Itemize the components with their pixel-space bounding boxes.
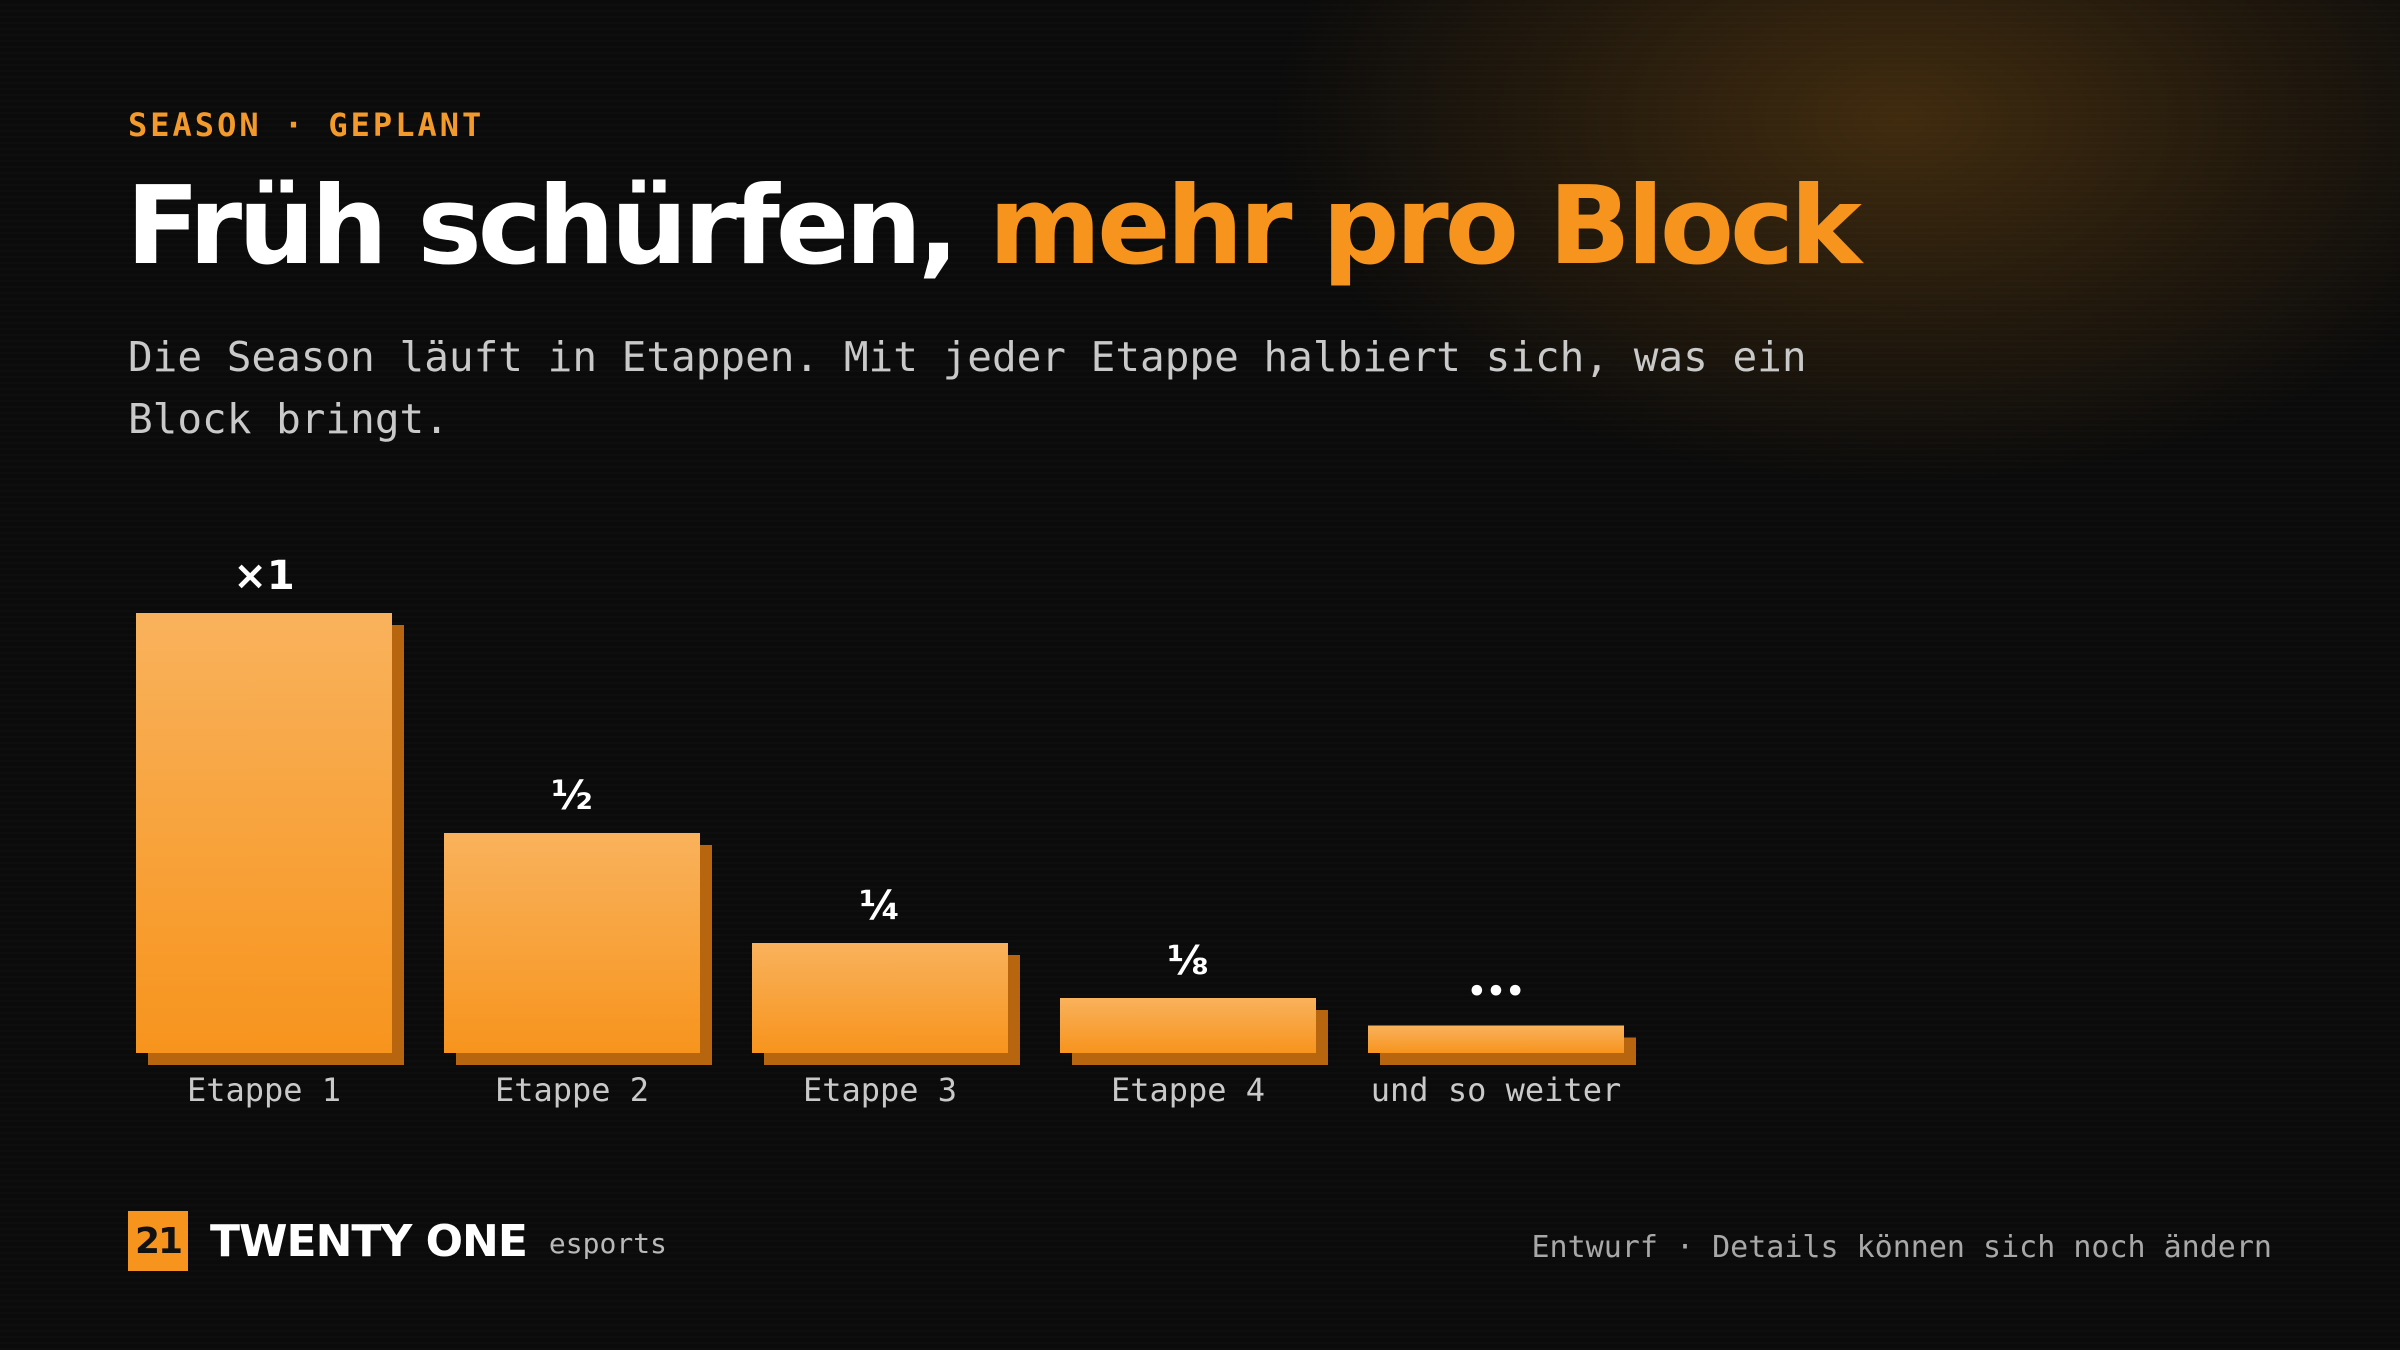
data-label-4: ⅛ [1167,938,1208,984]
category-label-3: Etappe 3 [803,1071,957,1109]
category-label-5: und so weiter [1371,1071,1621,1109]
title-main: Früh schürfen, [126,164,959,289]
data-label-1: ×1 [233,553,294,599]
logo-mark: 21 [128,1211,188,1271]
bar-5 [1368,1025,1624,1053]
brand-subtitle: esports [548,1226,667,1260]
category-label-1: Etappe 1 [187,1071,341,1109]
data-label-2: ½ [551,773,592,819]
category-label-4: Etappe 4 [1111,1071,1265,1109]
footnote: Entwurf · Details können sich noch änder… [1531,1230,2272,1265]
title-accent: mehr pro Block [988,164,1862,289]
data-label-3: ¼ [859,883,900,929]
eyebrow-label: SEASON · GEPLANT [128,106,485,144]
page-title: Früh schürfen, mehr pro Block [126,167,1862,287]
bars-layer: ×1 Etappe 1 ½ Etappe 2 ¼ Etappe 3 ⅛ Etappe 4 •••… [136,553,1636,1109]
bar-2 [444,833,700,1053]
bar-3 [752,943,1008,1053]
category-label-2: Etappe 2 [495,1071,649,1109]
brand-name: TWENTY ONE [210,1215,528,1267]
data-label-5: ••• [1467,975,1525,1010]
brand-logo: 21 TWENTY ONE esports [128,1211,667,1271]
bar-1 [136,613,392,1053]
bar-4 [1060,998,1316,1053]
page-subtitle: Die Season läuft in Etappen. Mit jeder E… [128,333,1807,443]
